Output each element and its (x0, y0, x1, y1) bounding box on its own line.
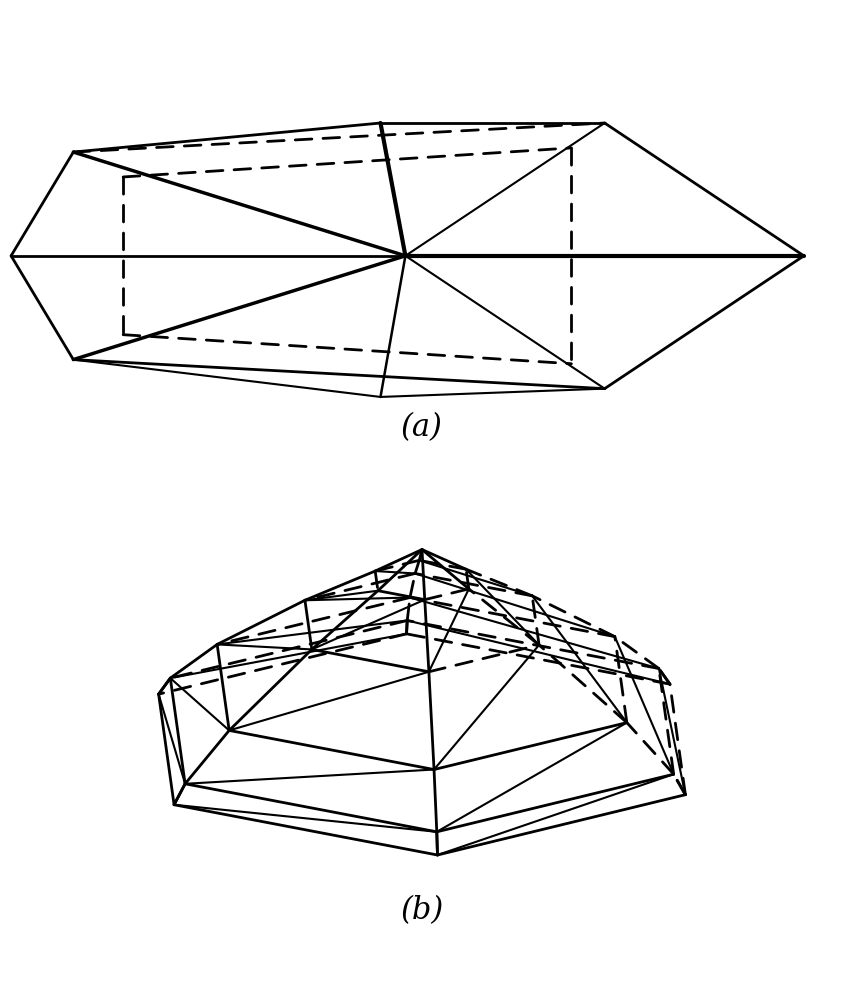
Text: (a): (a) (401, 412, 443, 442)
Text: (b): (b) (400, 896, 444, 926)
